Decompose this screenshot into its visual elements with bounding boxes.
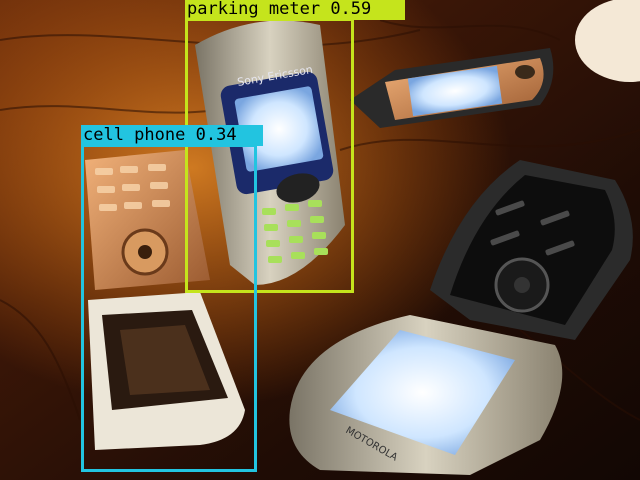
detection-box-parking-meter: parking meter 0.59 <box>185 0 405 293</box>
detection-class: cell phone <box>83 125 186 145</box>
copper-flip-phone <box>85 150 245 450</box>
detection-label-cell-phone: cell phone 0.34 <box>81 125 263 146</box>
motorola-flip-phone: MOTOROLA <box>289 160 633 475</box>
small-flip-phone <box>350 48 554 128</box>
detection-score: 0.34 <box>195 125 237 145</box>
detection-label-parking-meter: parking meter 0.59 <box>185 0 405 20</box>
detection-score: 0.59 <box>330 0 372 19</box>
detection-box-cell-phone: cell phone 0.34 <box>81 125 263 472</box>
saucer <box>575 0 640 82</box>
detection-class: parking meter <box>187 0 321 19</box>
